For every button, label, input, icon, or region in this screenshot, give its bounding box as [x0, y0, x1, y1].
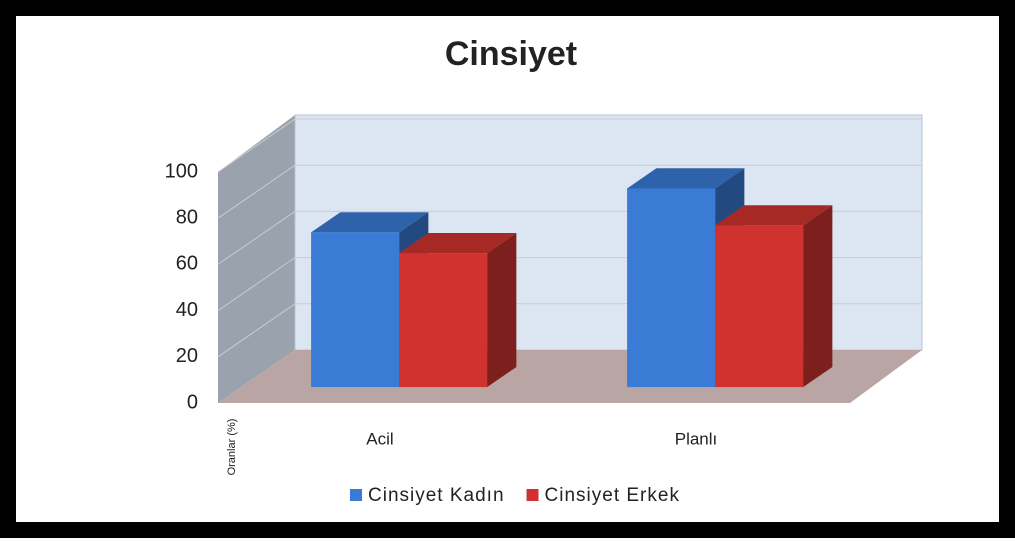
bar-side: [803, 205, 833, 388]
bar-front: [399, 253, 488, 388]
grid-line: [217, 210, 296, 265]
bar-top: [399, 232, 517, 254]
chart-title: Cinsiyet: [445, 35, 577, 73]
y-tick-label: 40: [176, 299, 198, 321]
grid-line: [217, 257, 296, 312]
bar-top: [627, 168, 745, 189]
bar: [399, 232, 517, 388]
y-tick-label: 20: [176, 345, 198, 367]
bar-top: [715, 205, 833, 226]
y-tick-label: 100: [165, 160, 198, 182]
legend-marker: [526, 489, 539, 501]
legend-label: Cinsiyet Erkek: [545, 485, 680, 506]
y-tick-label: 60: [176, 253, 198, 275]
grid-line: [217, 164, 296, 219]
y-tick-label: 0: [187, 391, 198, 413]
x-tick-label: Acil: [366, 429, 393, 448]
y-axis-label: Oranlar (%): [226, 419, 238, 476]
grid-line: [217, 118, 296, 173]
x-tick-label: Planlı: [675, 429, 718, 448]
bar-front: [715, 225, 804, 388]
legend-marker: [350, 489, 362, 501]
side-wall: [218, 115, 295, 403]
bar-side: [487, 232, 517, 388]
bar: [715, 205, 833, 388]
legend-label: Cinsiyet Kadın: [368, 485, 505, 506]
bar-top: [311, 212, 429, 233]
bar-front: [311, 232, 400, 388]
y-tick-label: 80: [176, 206, 198, 228]
grid-line: [217, 303, 296, 358]
bar-front: [627, 188, 716, 388]
